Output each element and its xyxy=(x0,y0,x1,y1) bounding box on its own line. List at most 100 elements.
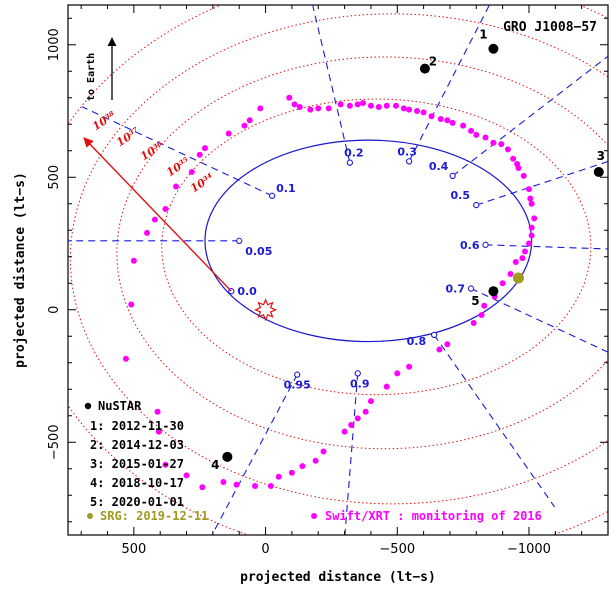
phase-point xyxy=(430,331,438,339)
phase-ray xyxy=(433,334,556,508)
swift-point xyxy=(528,232,535,239)
swift-point xyxy=(522,248,529,255)
swift-point xyxy=(525,186,532,193)
swift-point xyxy=(510,155,517,162)
swift-point xyxy=(519,255,526,262)
swift-point xyxy=(155,428,162,435)
swift-point xyxy=(504,146,511,153)
phase-label: 0.05 xyxy=(245,245,272,258)
swift-point xyxy=(428,113,435,120)
swift-point xyxy=(444,117,451,124)
swift-point xyxy=(375,104,382,111)
phase-point xyxy=(294,371,301,378)
swift-point xyxy=(257,105,264,112)
phase-point xyxy=(473,201,480,209)
swift-point xyxy=(527,195,534,202)
swift-point xyxy=(460,122,467,129)
nustar-point-label: 4 xyxy=(211,458,219,472)
swift-point xyxy=(183,472,190,479)
x-axis-label: projected distance (lt−s) xyxy=(240,570,436,585)
phase-point xyxy=(405,158,413,165)
luminosity-arrow xyxy=(83,137,232,292)
swift-point xyxy=(414,108,421,114)
phase-point xyxy=(449,172,456,180)
luminosity-label: 10³⁵ xyxy=(164,155,192,180)
x-tick-label: −500 xyxy=(379,542,415,557)
swift-point xyxy=(291,101,298,108)
luminosity-contour xyxy=(161,98,592,396)
legend-nustar-marker xyxy=(84,402,92,410)
phase-ray xyxy=(344,373,359,535)
swift-point xyxy=(188,168,195,175)
nustar-point xyxy=(593,166,604,177)
swift-point xyxy=(362,408,369,415)
swift-point xyxy=(406,106,413,113)
nustar-point-label: 1 xyxy=(479,28,487,42)
phase-ray xyxy=(470,288,608,353)
orbit-path xyxy=(204,139,533,343)
nustar-point xyxy=(222,451,233,462)
luminosity-label: 10³⁷ xyxy=(114,125,142,150)
swift-point xyxy=(420,109,427,116)
chart-title: GRO J1008−57 xyxy=(503,20,597,35)
x-tick-label: 500 xyxy=(121,542,146,557)
legend-swift-label: Swift/XRT : monitoring of 2016 xyxy=(325,509,542,523)
swift-point xyxy=(367,102,374,109)
swift-point xyxy=(307,106,314,113)
x-tick-label: 0 xyxy=(261,542,269,557)
swift-point xyxy=(241,122,248,129)
swift-point xyxy=(346,102,353,109)
legend-srg-label: SRG: 2019-12-11 xyxy=(100,509,208,523)
swift-point xyxy=(528,200,535,207)
swift-point xyxy=(512,259,519,266)
companion-star-marker xyxy=(254,298,278,322)
swift-point xyxy=(470,320,477,326)
legend-nustar-entry: 3: 2015-01-27 xyxy=(90,457,184,471)
phase-label: 0.1 xyxy=(276,182,296,195)
legend-nustar-entry: 1: 2012-11-30 xyxy=(90,419,184,433)
nustar-point-label: 2 xyxy=(429,55,437,69)
swift-point xyxy=(288,469,295,476)
swift-points xyxy=(122,94,538,491)
phase-label: 0.7 xyxy=(446,283,466,296)
nustar-points: 1 2 3 4 5 xyxy=(211,28,605,472)
phase-label: 0.4 xyxy=(429,160,449,173)
legend-srg-marker xyxy=(87,513,93,519)
axis-ticks: 500 0 −500 −1000 −500 0 500 1000 xyxy=(47,5,608,557)
phase-ray xyxy=(485,244,608,250)
nustar-point xyxy=(488,286,499,297)
phase-label: 0.5 xyxy=(451,189,471,202)
swift-point xyxy=(286,94,293,101)
swift-point xyxy=(325,105,332,112)
y-axis-label: projected distance (lt−s) xyxy=(13,172,28,368)
swift-point xyxy=(320,448,327,455)
swift-point xyxy=(252,482,259,489)
swift-point xyxy=(312,457,319,464)
swift-point xyxy=(299,463,306,470)
swift-point xyxy=(528,224,535,231)
swift-point xyxy=(394,370,401,377)
phase-label: 0.6 xyxy=(460,239,480,252)
x-tick-label: −1000 xyxy=(507,542,551,557)
swift-point xyxy=(499,280,506,287)
y-tick-label: 0 xyxy=(47,306,62,314)
swift-point xyxy=(275,473,282,480)
swift-point xyxy=(481,302,488,309)
phase-point xyxy=(268,192,276,199)
swift-point xyxy=(478,312,485,319)
nustar-point-label: 3 xyxy=(597,149,605,163)
swift-point xyxy=(128,301,135,308)
swift-point xyxy=(173,183,179,190)
plot-frame xyxy=(67,4,609,536)
swift-point xyxy=(367,398,374,405)
phase-ray xyxy=(408,5,491,162)
swift-point xyxy=(360,100,367,107)
nustar-point-label: 5 xyxy=(471,294,479,308)
swift-point xyxy=(531,215,538,222)
swift-point xyxy=(162,206,169,213)
phase-label: 0.0 xyxy=(237,285,257,298)
phase-label: 0.95 xyxy=(284,379,311,392)
swift-point xyxy=(392,102,399,109)
phase-rays xyxy=(68,5,608,535)
